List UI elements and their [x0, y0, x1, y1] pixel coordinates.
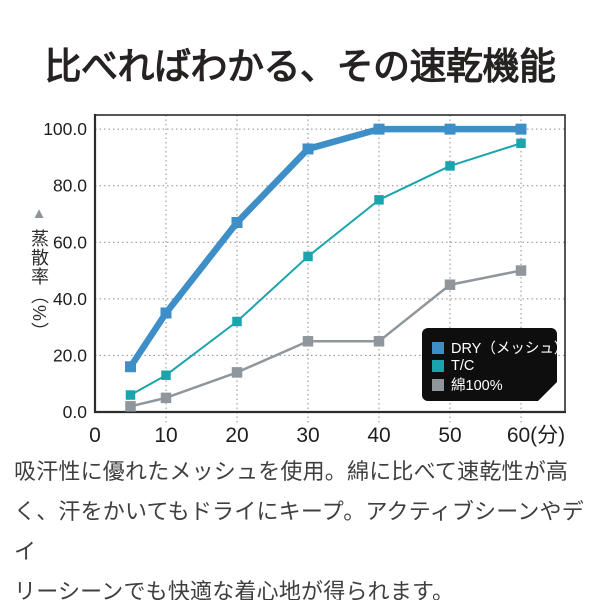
- y-tick-label: 40.0: [53, 289, 87, 309]
- data-point-marker: [373, 123, 385, 135]
- tc-series-swatch-icon: [432, 360, 444, 372]
- data-point-marker: [302, 143, 314, 155]
- series-1: [125, 138, 526, 400]
- description-line-3: リーシーンでも快適な着心地が得られます。: [14, 579, 455, 600]
- evaporation-chart: 0.0 20.0 40.0 60.0 80.0 100.0 0 10 20 30 40 50 60(分)…: [0, 100, 600, 452]
- x-tick-label: 0: [89, 424, 101, 447]
- legend-label-cotton: 綿100%: [451, 378, 503, 394]
- series-2: [125, 265, 527, 412]
- series-0: [125, 123, 527, 373]
- cotton-series-swatch-icon: [432, 379, 444, 391]
- data-point-marker: [161, 370, 171, 380]
- x-tick-label: 20: [225, 424, 248, 447]
- legend-label-tc: T/C: [451, 358, 475, 374]
- data-point-marker: [302, 336, 314, 347]
- x-tick-label: 50: [438, 424, 461, 447]
- x-tick-label: 30: [296, 424, 319, 447]
- data-point-marker: [231, 216, 243, 228]
- description-text: 吸汗性に優れたメッシュを使用。綿に比べて速乾性が高 く、汗をかいてもドライにキー…: [14, 452, 592, 600]
- x-tick-label: 40: [367, 424, 390, 447]
- x-tick-label: 60(分): [507, 424, 565, 447]
- data-point-marker: [125, 401, 136, 412]
- data-point-marker: [231, 367, 243, 378]
- data-point-marker: [125, 390, 136, 400]
- axis-arrow-icon: ▲: [31, 205, 47, 222]
- data-point-marker: [125, 361, 136, 373]
- data-point-marker: [160, 307, 172, 319]
- data-point-marker: [444, 123, 456, 135]
- dry-series-swatch-icon: [432, 342, 444, 354]
- data-point-marker: [444, 279, 456, 290]
- y-axis-title: ▲ 蒸散率（%）: [24, 206, 54, 341]
- data-point-marker: [516, 138, 526, 149]
- legend-label-dry: DRY（メッシュ）: [451, 341, 569, 357]
- description-line-2: く、汗をかいてもドライにキープ。アクティブシーンやデイ: [14, 499, 584, 564]
- legend-item-cotton: 綿100%: [432, 374, 549, 395]
- page-title: 比べればわかる、その速乾機能: [44, 46, 557, 87]
- data-point-marker: [515, 123, 527, 135]
- y-tick-label: 60.0: [53, 232, 87, 252]
- data-point-marker: [232, 316, 242, 327]
- data-point-marker: [303, 251, 313, 262]
- x-tick-label: 10: [154, 424, 177, 447]
- legend-item-dry: DRY（メッシュ）: [432, 337, 549, 358]
- data-point-marker: [374, 195, 384, 205]
- chart-canvas: 0.0 20.0 40.0 60.0 80.0 100.0 0 10 20 30 40 50 60(分): [43, 114, 566, 447]
- data-point-marker: [515, 265, 527, 276]
- y-tick-label: 80.0: [53, 176, 87, 196]
- data-point-marker: [373, 336, 385, 347]
- y-tick-label: 20.0: [53, 345, 87, 365]
- data-point-marker: [160, 392, 172, 404]
- y-tick-label: 0.0: [63, 402, 88, 422]
- legend-item-tc: T/C: [432, 358, 549, 374]
- y-axis-title-text: 蒸散率（%）: [29, 229, 49, 342]
- description-line-1: 吸汗性に優れたメッシュを使用。綿に比べて速乾性が高: [14, 459, 569, 484]
- data-point-marker: [445, 161, 455, 171]
- y-tick-label: 100.0: [43, 119, 87, 139]
- chart-legend: DRY（メッシュ） T/C 綿100%: [422, 328, 557, 401]
